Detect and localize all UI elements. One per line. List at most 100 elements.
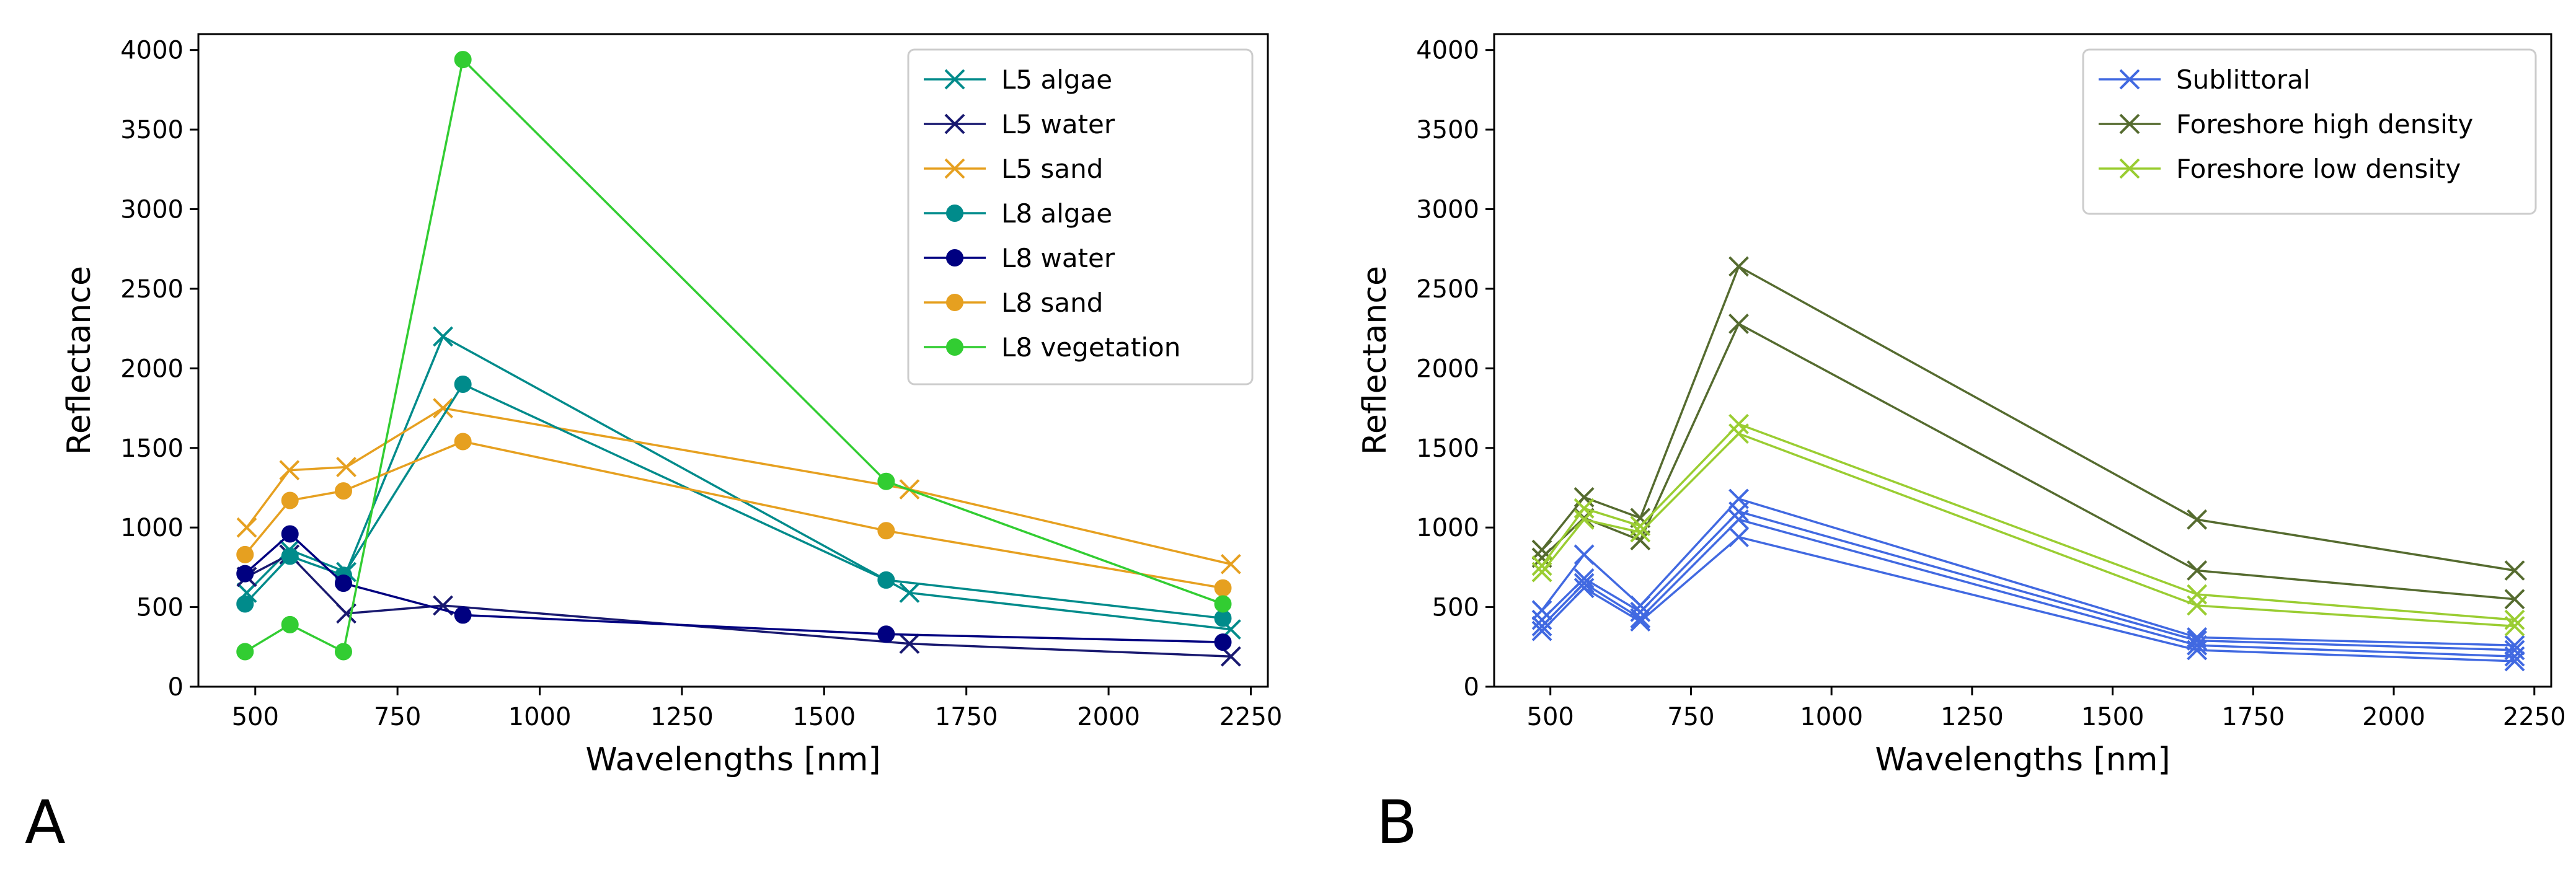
data-point-a-3-4 [877, 571, 895, 589]
y-axis-label: Reflectance [61, 266, 98, 455]
data-point-a-2-2 [336, 457, 356, 477]
legend-marker [946, 249, 963, 266]
data-point-a-6-3 [454, 51, 472, 69]
data-point-a-0-4 [899, 583, 920, 603]
legend-label: L8 algae [1001, 198, 1112, 229]
y-axis-label: Reflectance [1357, 266, 1394, 455]
x-tick-label: 2000 [1077, 703, 1140, 731]
data-point-a-2-1 [279, 460, 300, 481]
x-tick-label: 750 [374, 703, 421, 731]
y-tick-label: 2000 [120, 355, 184, 383]
data-point-b-2-3 [1728, 509, 1749, 530]
data-point-b-2-0 [1531, 615, 1552, 636]
y-tick-label: 0 [168, 673, 184, 702]
data-point-b-3-5 [2504, 651, 2525, 672]
y-tick-label: 4000 [120, 37, 184, 65]
data-point-b-6-1 [1573, 498, 1595, 519]
data-point-a-3-0 [236, 595, 254, 613]
legend-marker [2119, 113, 2140, 134]
data-point-b-3-1 [1573, 578, 1595, 599]
x-tick-label: 1000 [1800, 703, 1863, 731]
x-tick-label: 2000 [2362, 703, 2425, 731]
data-point-b-5-3 [1728, 314, 1749, 334]
data-point-a-2-0 [236, 517, 257, 538]
legend: L5 algae L5 water L5 sand L8 algae L8 water L… [907, 48, 1254, 385]
legend-box [907, 48, 1254, 385]
data-point-b-3-2 [1630, 611, 1651, 632]
legend-marker [944, 69, 965, 90]
data-point-a-5-4 [877, 522, 895, 540]
legend-marker [944, 113, 965, 134]
legend-marker [2119, 69, 2140, 90]
legend-label: Foreshore high density [2176, 109, 2473, 139]
y-tick-label: 1500 [120, 434, 184, 463]
data-point-b-6-2 [1630, 516, 1651, 537]
data-point-b-5-2 [1630, 530, 1651, 551]
data-point-a-6-0 [236, 643, 254, 661]
data-point-a-5-2 [334, 482, 352, 500]
x-tick-label: 1250 [1941, 703, 2004, 731]
legend: Sublittoral Foreshore high density Foresho… [2082, 48, 2537, 215]
legend-label: L5 algae [1001, 64, 1112, 95]
data-point-a-6-4 [877, 472, 895, 490]
x-axis-label: Wavelengths [nm] [1875, 741, 2170, 778]
legend-label: L8 sand [1001, 288, 1103, 318]
data-point-a-3-3 [454, 376, 472, 394]
x-tick-label: 1000 [508, 703, 572, 731]
data-point-b-7-2 [1630, 522, 1651, 543]
y-tick-label: 3500 [120, 116, 184, 144]
data-point-b-7-3 [1728, 423, 1749, 444]
data-point-a-6-5 [1214, 595, 1232, 613]
data-point-b-7-4 [2187, 595, 2208, 616]
y-tick-label: 3000 [120, 196, 184, 224]
legend-label: Foreshore low density [2176, 154, 2461, 184]
x-tick-label: 500 [1527, 703, 1574, 731]
legend-label: L8 water [1001, 243, 1115, 273]
data-point-a-2-5 [1220, 553, 1241, 575]
legend-label: L5 water [1001, 109, 1115, 139]
data-point-b-0-0 [1531, 600, 1552, 621]
series-line-a-2 [246, 407, 1231, 565]
panel-letter-a: A [25, 788, 66, 857]
x-tick-label: 1250 [650, 703, 714, 731]
y-tick-label: 1000 [1416, 514, 1479, 542]
y-tick-label: 4000 [1416, 37, 1479, 65]
data-point-b-5-5 [2504, 589, 2525, 610]
data-point-b-7-0 [1531, 562, 1552, 583]
series-line-b-6 [1541, 423, 2515, 621]
data-point-b-7-1 [1573, 509, 1595, 530]
data-point-a-4-2 [334, 575, 352, 592]
x-tick-label: 1500 [792, 703, 856, 731]
legend-marker [2119, 158, 2140, 179]
y-tick-label: 3500 [1416, 116, 1479, 144]
data-point-b-2-5 [2504, 646, 2525, 667]
data-point-a-5-0 [236, 545, 254, 563]
data-point-b-4-1 [1573, 487, 1595, 508]
legend-marker [944, 158, 965, 179]
y-tick-label: 3000 [1416, 196, 1479, 224]
x-tick-label: 750 [1667, 703, 1714, 731]
series-line-b-0 [1541, 498, 2515, 646]
data-point-a-1-4 [899, 633, 920, 654]
series-line-b-2 [1541, 518, 2515, 658]
y-tick-label: 1500 [1416, 434, 1479, 463]
data-point-a-4-5 [1214, 633, 1232, 651]
chart-panel-a: 500 750 1000 1250 1500 1750 2000 2250 0 500 1000 15… [61, 33, 1282, 778]
y-tick-label: 2500 [120, 275, 184, 304]
data-point-b-2-4 [2187, 635, 2208, 656]
data-point-a-5-3 [454, 433, 472, 451]
x-tick-label: 1500 [2081, 703, 2144, 731]
legend-label: L5 sand [1001, 154, 1103, 184]
data-point-a-3-5 [1214, 609, 1232, 627]
data-point-a-3-1 [281, 547, 299, 565]
legend-label: L8 vegetation [1001, 332, 1180, 363]
data-point-b-6-0 [1531, 555, 1552, 576]
x-axis-label: Wavelengths [nm] [585, 741, 880, 778]
series-line-a-4 [244, 532, 1223, 643]
data-point-b-1-4 [2187, 630, 2208, 651]
data-point-b-2-1 [1573, 573, 1595, 594]
data-point-a-2-3 [433, 398, 453, 418]
data-point-a-5-5 [1214, 579, 1232, 597]
data-point-a-5-1 [281, 491, 299, 509]
